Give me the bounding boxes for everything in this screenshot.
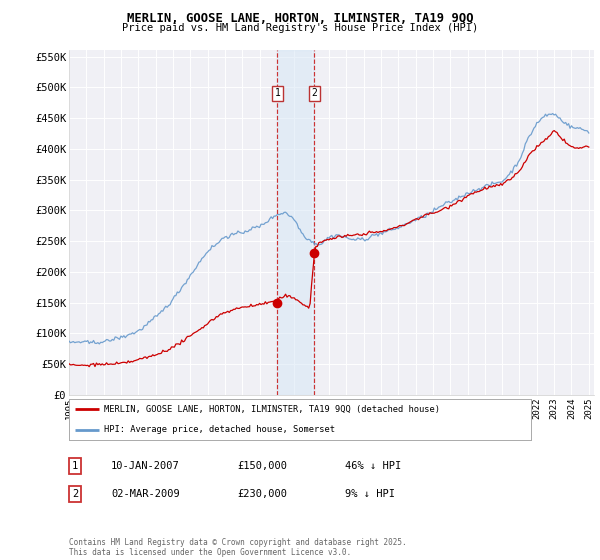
Text: HPI: Average price, detached house, Somerset: HPI: Average price, detached house, Some… bbox=[104, 425, 335, 434]
Text: 46% ↓ HPI: 46% ↓ HPI bbox=[345, 461, 401, 471]
Text: Price paid vs. HM Land Registry's House Price Index (HPI): Price paid vs. HM Land Registry's House … bbox=[122, 23, 478, 33]
Text: £230,000: £230,000 bbox=[237, 489, 287, 499]
Text: £150,000: £150,000 bbox=[237, 461, 287, 471]
Text: 9% ↓ HPI: 9% ↓ HPI bbox=[345, 489, 395, 499]
Text: Contains HM Land Registry data © Crown copyright and database right 2025.
This d: Contains HM Land Registry data © Crown c… bbox=[69, 538, 407, 557]
Text: MERLIN, GOOSE LANE, HORTON, ILMINSTER, TA19 9QQ (detached house): MERLIN, GOOSE LANE, HORTON, ILMINSTER, T… bbox=[104, 405, 440, 414]
Text: 2: 2 bbox=[72, 489, 78, 499]
Text: 10-JAN-2007: 10-JAN-2007 bbox=[111, 461, 180, 471]
Text: 1: 1 bbox=[274, 88, 280, 99]
Text: 2: 2 bbox=[311, 88, 317, 99]
Text: 02-MAR-2009: 02-MAR-2009 bbox=[111, 489, 180, 499]
Text: MERLIN, GOOSE LANE, HORTON, ILMINSTER, TA19 9QQ: MERLIN, GOOSE LANE, HORTON, ILMINSTER, T… bbox=[127, 12, 473, 25]
Bar bbox=[277, 50, 314, 395]
Text: 1: 1 bbox=[72, 461, 78, 471]
